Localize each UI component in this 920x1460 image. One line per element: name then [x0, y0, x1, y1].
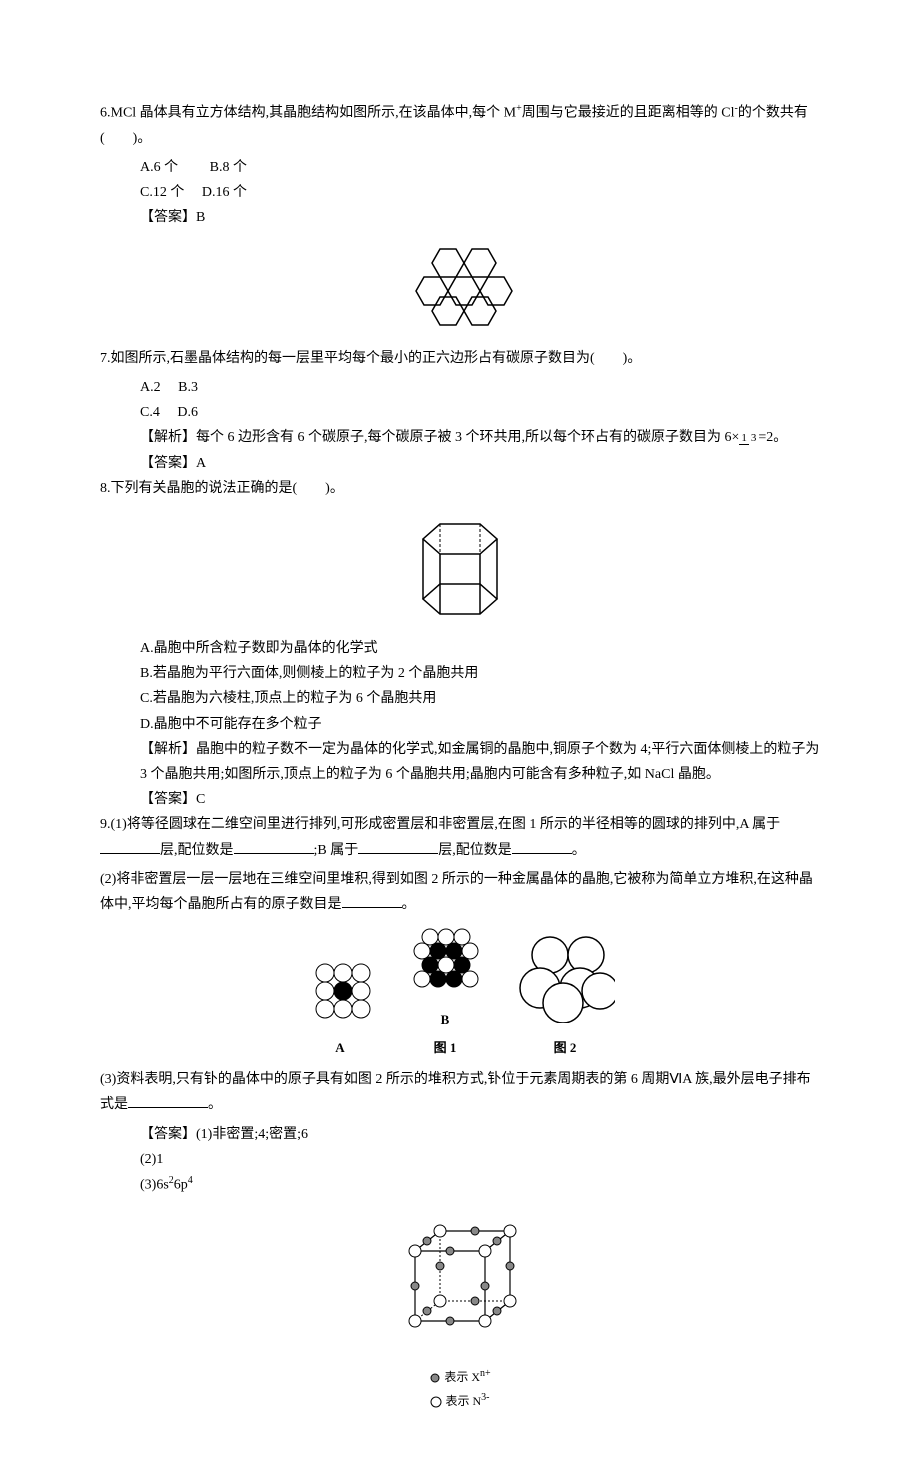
- q7-analysis-suffix: =2。: [758, 430, 787, 445]
- q7-option-line2: C.4 D.6: [140, 400, 820, 425]
- q9-fig2: 图 2: [515, 1036, 615, 1059]
- q9-svg-a: [305, 958, 375, 1023]
- q9-p2-prefix: (2)将非密置层一层一层地在三维空间里堆积,得到如图 2 所示的一种金属晶体的晶…: [100, 872, 813, 912]
- q9-p1-mid2: ;B 属于: [314, 843, 359, 858]
- q9-ans3-mid: 6p: [174, 1178, 188, 1193]
- q9-ans3: (3)6s26p4: [100, 1172, 820, 1198]
- legend-white-icon: [430, 1396, 442, 1408]
- q9-blank2: [234, 853, 314, 854]
- q9-svg-fig2: [515, 933, 615, 1023]
- q9-legend1-sup: n+: [480, 1368, 491, 1379]
- q9-legend-line1: 表示 Xn+: [100, 1365, 820, 1389]
- q9-label-b: B: [405, 1008, 485, 1031]
- q9-p1-end: 。: [572, 843, 586, 858]
- q7-frac-num: 1: [739, 432, 749, 445]
- hexprism-svg: [405, 509, 515, 619]
- q7-analysis-prefix: 【解析】每个 6 边形含有 6 个碳原子,每个碳原子被 3 个环共用,所以每个环…: [140, 430, 739, 445]
- q9-ans1: 【答案】(1)非密置;4;密置;6: [100, 1122, 820, 1147]
- q9-p3: (3)资料表明,只有钋的晶体中的原子具有如图 2 所示的堆积方式,钋位于元素周期…: [100, 1067, 820, 1117]
- q8-opt-d: D.晶胞中不可能存在多个粒子: [140, 712, 820, 737]
- q8-options: A.晶胞中所含粒子数即为晶体的化学式 B.若晶胞为平行六面体,则侧棱上的粒子为 …: [100, 636, 820, 737]
- q9-diagram-a: A: [305, 958, 375, 1060]
- question-6: 6.MCl 晶体具有立方体结构,其晶胞结构如图所示,在该晶体中,每个 M+周围与…: [100, 100, 820, 231]
- q7-answer: 【答案】A: [100, 451, 820, 476]
- q6-opt-b: B.8 个: [210, 160, 247, 175]
- q8-text: 8.下列有关晶胞的说法正确的是( )。: [100, 476, 820, 501]
- q9-p1-mid3: 层,配位数是: [438, 843, 512, 858]
- legend-gray-icon: [429, 1372, 441, 1384]
- q9-label-a: A: [305, 1036, 375, 1059]
- q6-opt-d: D.16 个: [202, 185, 247, 200]
- q6-text-suffix: 周围与它最接近的且距离相等的 Cl: [522, 106, 735, 121]
- q9-svg-b: [405, 925, 485, 995]
- q9-blank6: [128, 1107, 208, 1108]
- q9-legend: 表示 Xn+ 表示 N3-: [100, 1365, 820, 1412]
- q7-frac-den: 3: [749, 432, 759, 444]
- question-7: 7.如图所示,石墨晶体结构的每一层里平均每个最小的正六边形占有碳原子数目为( )…: [100, 346, 820, 476]
- q6-option-line1: A.6 个 B.8 个: [140, 155, 820, 180]
- q9-blank1: [100, 853, 160, 854]
- q9-fig1: 图 1: [405, 1036, 485, 1059]
- q9-p2-end: 。: [402, 897, 416, 912]
- q9-ans3-prefix: (3)6s: [140, 1178, 169, 1193]
- q6-opt-c: C.12 个: [140, 185, 184, 200]
- q9-diagrams: A B 图 1 图 2: [100, 925, 820, 1059]
- q7-fraction: 13: [739, 432, 758, 444]
- q9-p3-prefix: (3)资料表明,只有钋的晶体中的原子具有如图 2 所示的堆积方式,钋位于元素周期…: [100, 1072, 811, 1112]
- q9-p1-mid1: 层,配位数是: [160, 843, 234, 858]
- q6-option-line2: C.12 个 D.16 个: [140, 180, 820, 205]
- q6-answer: 【答案】B: [100, 205, 820, 230]
- q9-legend1-prefix: 表示 X: [444, 1370, 480, 1384]
- q9-p1: 9.(1)将等径圆球在二维空间里进行排列,可形成密置层和非密置层,在图 1 所示…: [100, 812, 820, 862]
- q9-p3-end: 。: [208, 1097, 222, 1112]
- q6-text: 6.MCl 晶体具有立方体结构,其晶胞结构如图所示,在该晶体中,每个 M+周围与…: [100, 100, 820, 151]
- q6-opt-a: A.6 个: [140, 160, 178, 175]
- q8-opt-a: A.晶胞中所含粒子数即为晶体的化学式: [140, 636, 820, 661]
- q7-options: A.2 B.3 C.4 D.6: [100, 375, 820, 425]
- q8-opt-c: C.若晶胞为六棱柱,顶点上的粒子为 6 个晶胞共用: [140, 686, 820, 711]
- q7-opt-a: A.2: [140, 380, 161, 395]
- q7-text: 7.如图所示,石墨晶体结构的每一层里平均每个最小的正六边形占有碳原子数目为( )…: [100, 346, 820, 371]
- q7-opt-b: B.3: [178, 380, 198, 395]
- q8-opt-b: B.若晶胞为平行六面体,则侧棱上的粒子为 2 个晶胞共用: [140, 661, 820, 686]
- q9-p1-prefix: 9.(1)将等径圆球在二维空间里进行排列,可形成密置层和非密置层,在图 1 所示…: [100, 817, 780, 832]
- q9-legend2-sup: 3-: [481, 1392, 489, 1403]
- q6-text-prefix: 6.MCl 晶体具有立方体结构,其晶胞结构如图所示,在该晶体中,每个 M: [100, 106, 516, 121]
- q6-options: A.6 个 B.8 个 C.12 个 D.16 个: [100, 155, 820, 205]
- q9-cube-svg: [385, 1206, 535, 1356]
- q9-p2: (2)将非密置层一层一层地在三维空间里堆积,得到如图 2 所示的一种金属晶体的晶…: [100, 867, 820, 917]
- q7-opt-d: D.6: [177, 405, 198, 420]
- q9-ans3-sup2: 4: [188, 1175, 193, 1186]
- q9-diagram-b: B 图 1: [405, 925, 485, 1059]
- q7-analysis: 【解析】每个 6 边形含有 6 个碳原子,每个碳原子被 3 个环共用,所以每个环…: [100, 425, 820, 450]
- question-9: 9.(1)将等径圆球在二维空间里进行排列,可形成密置层和非密置层,在图 1 所示…: [100, 812, 820, 1412]
- q9-cube-diagram: 表示 Xn+ 表示 N3-: [100, 1206, 820, 1412]
- q9-legend-line2: 表示 N3-: [100, 1389, 820, 1413]
- hexagon-diagram: [100, 239, 820, 338]
- q9-blank4: [512, 853, 572, 854]
- hexagon-svg: [390, 239, 530, 329]
- q9-legend2-prefix: 表示 N: [445, 1394, 481, 1408]
- q9-blank3: [358, 853, 438, 854]
- q8-answer: 【答案】C: [100, 787, 820, 812]
- q9-ans2: (2)1: [100, 1147, 820, 1172]
- q7-option-line1: A.2 B.3: [140, 375, 820, 400]
- question-8: 8.下列有关晶胞的说法正确的是( )。 A.晶胞中所含粒子数即为晶体的化学式 B…: [100, 476, 820, 813]
- q7-opt-c: C.4: [140, 405, 160, 420]
- hexprism-diagram: [100, 509, 820, 628]
- q9-diagram-fig2: 图 2: [515, 933, 615, 1060]
- q8-analysis: 【解析】晶胞中的粒子数不一定为晶体的化学式,如金属铜的晶胞中,铜原子个数为 4;…: [100, 737, 820, 787]
- q9-blank5: [342, 907, 402, 908]
